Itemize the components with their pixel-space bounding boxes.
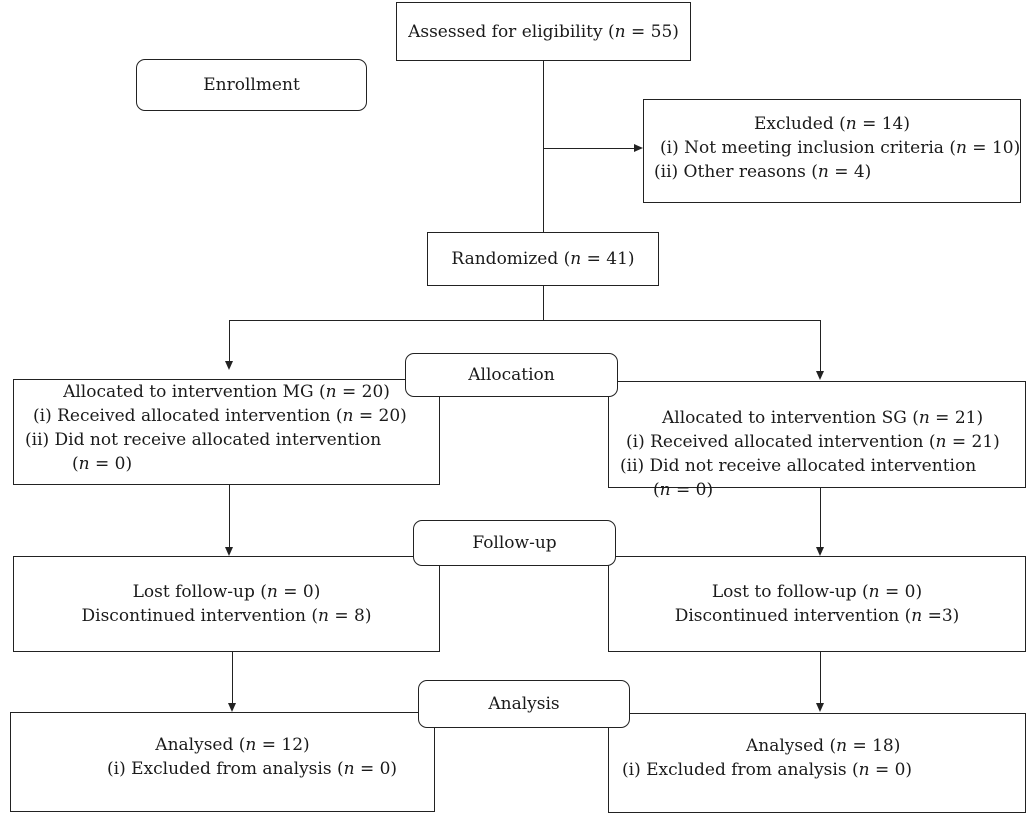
alloc-sg-item-2: (ii) Did not receive allocated intervent… bbox=[620, 456, 977, 476]
connector-to-excluded bbox=[543, 148, 635, 150]
followup-label-box: Follow-up bbox=[413, 520, 616, 566]
connector-split-right bbox=[820, 320, 822, 372]
excluded-box: Excluded (n = 14) (i) Not meeting inclus… bbox=[643, 99, 1021, 203]
arrow-to-fu-sg bbox=[816, 547, 824, 556]
followup-label: Follow-up bbox=[472, 533, 557, 553]
enrollment-label-box: Enrollment bbox=[136, 59, 367, 111]
connector-sg-to-fu bbox=[820, 488, 822, 548]
an-sg-line-2: (i) Excluded from analysis (n = 0) bbox=[622, 760, 913, 780]
an-sg-line-1: Analysed (n = 18) bbox=[746, 736, 901, 756]
an-mg-line-1: Analysed (n = 12) bbox=[155, 735, 310, 755]
randomized-box: Randomized (n = 41) bbox=[427, 232, 659, 286]
alloc-mg-item-1: (i) Received allocated intervention (n =… bbox=[33, 406, 407, 426]
alloc-mg-item-2-cont: (n = 0) bbox=[72, 454, 133, 474]
excluded-item-1: (i) Not meeting inclusion criteria (n = … bbox=[660, 138, 1021, 158]
arrow-to-excluded bbox=[634, 144, 643, 152]
alloc-sg-item-2-cont: (n = 0) bbox=[653, 480, 714, 500]
alloc-mg-title: Allocated to intervention MG (n = 20) bbox=[63, 382, 390, 402]
fu-sg-line-2: Discontinued intervention (n =3) bbox=[674, 606, 960, 626]
excluded-item-2: (ii) Other reasons (n = 4) bbox=[654, 162, 872, 182]
connector-split bbox=[229, 320, 821, 322]
arrow-to-an-mg bbox=[228, 703, 236, 712]
assessed-label: Assessed for eligibility (n = 55) bbox=[408, 21, 679, 42]
enrollment-label: Enrollment bbox=[203, 75, 300, 95]
fu-sg-box: Lost to follow-up (n = 0) Discontinued i… bbox=[608, 556, 1026, 652]
analysis-label: Analysis bbox=[488, 694, 560, 714]
allocation-label: Allocation bbox=[468, 365, 555, 385]
arrow-to-alloc-sg bbox=[816, 371, 824, 380]
fu-mg-box: Lost follow-up (n = 0) Discontinued inte… bbox=[13, 556, 440, 652]
connector-assessed-down bbox=[543, 48, 545, 232]
assessed-box: Assessed for eligibility (n = 55) bbox=[396, 2, 691, 61]
arrow-to-fu-mg bbox=[225, 547, 233, 556]
alloc-sg-title: Allocated to intervention SG (n = 21) bbox=[662, 408, 984, 428]
an-mg-box: Analysed (n = 12) (i) Excluded from anal… bbox=[10, 712, 435, 812]
alloc-mg-box: Allocated to intervention MG (n = 20) (i… bbox=[13, 379, 440, 485]
fu-sg-line-1: Lost to follow-up (n = 0) bbox=[711, 582, 923, 602]
an-sg-box: Analysed (n = 18) (i) Excluded from anal… bbox=[608, 713, 1026, 813]
an-mg-line-2: (i) Excluded from analysis (n = 0) bbox=[107, 759, 398, 779]
connector-randomized-down bbox=[543, 285, 545, 321]
connector-split-left bbox=[229, 320, 231, 362]
analysis-label-box: Analysis bbox=[418, 680, 630, 728]
allocation-label-box: Allocation bbox=[405, 353, 618, 397]
alloc-mg-item-2: (ii) Did not receive allocated intervent… bbox=[25, 430, 382, 450]
connector-fu-sg-to-analysis bbox=[820, 652, 822, 704]
connector-fu-mg-to-analysis bbox=[232, 652, 234, 704]
fu-mg-line-1: Lost follow-up (n = 0) bbox=[132, 582, 321, 602]
excluded-title: Excluded (n = 14) bbox=[753, 114, 911, 134]
randomized-label: Randomized (n = 41) bbox=[451, 249, 635, 269]
alloc-sg-item-1: (i) Received allocated intervention (n =… bbox=[626, 432, 1000, 452]
arrow-to-alloc-mg bbox=[225, 361, 233, 370]
fu-mg-line-2: Discontinued intervention (n = 8) bbox=[81, 606, 372, 626]
arrow-to-an-sg bbox=[816, 703, 824, 712]
alloc-sg-box: Allocated to intervention SG (n = 21) (i… bbox=[608, 381, 1026, 500]
connector-mg-to-fu bbox=[229, 485, 231, 548]
